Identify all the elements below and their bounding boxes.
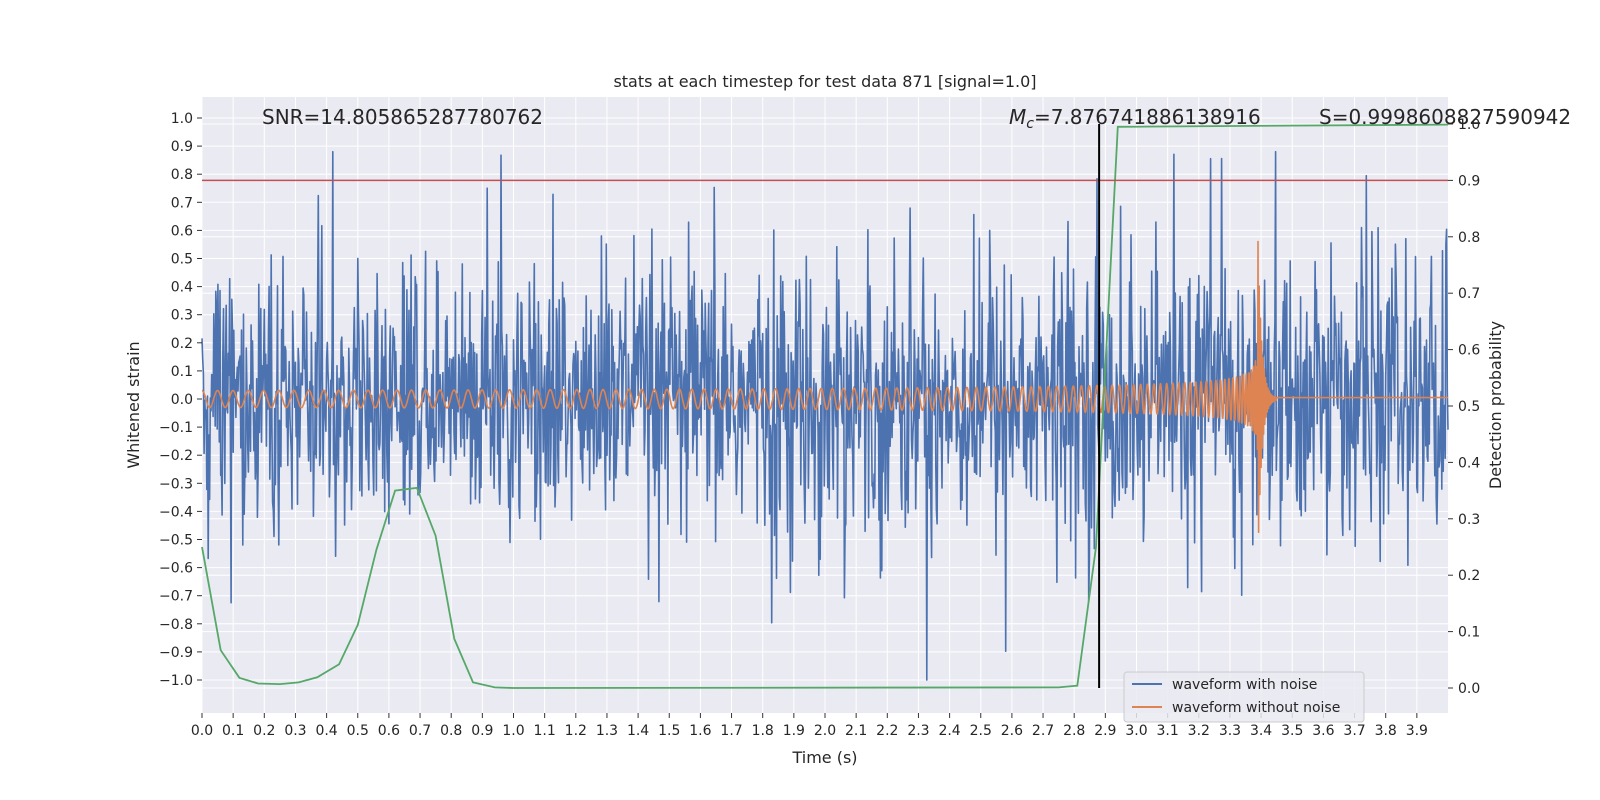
plot-layer [201, 123, 1449, 689]
x-tick-label: 1.5 [658, 723, 680, 739]
series-line-clean [201, 240, 1449, 533]
x-tick-label: 1.1 [534, 723, 556, 739]
x-tick-label: 1.2 [565, 723, 587, 739]
y-tick-label: −0.1 [159, 420, 193, 436]
x-tick-label: 2.7 [1032, 723, 1054, 739]
x-tick-label: 1.7 [720, 723, 742, 739]
y2-tick-label: 0.0 [1458, 681, 1480, 697]
y-tick-label: 0.0 [171, 392, 193, 408]
y-tick-label: −1.0 [159, 673, 193, 689]
x-tick-label: 2.0 [814, 723, 836, 739]
x-tick-label: 0.7 [409, 723, 431, 739]
y2-tick-label: 0.9 [1458, 173, 1480, 189]
y2-tick-label: 0.7 [1458, 286, 1480, 302]
y2-axis-label: Detection probability [1486, 321, 1505, 489]
y-tick-label: −0.7 [159, 589, 193, 605]
snr-annotation: SNR=14.805865287780762 [262, 105, 543, 129]
series-line-noise [201, 150, 1449, 681]
y-tick-label: 1.0 [171, 111, 193, 127]
y2-tick-label: 0.2 [1458, 568, 1480, 584]
y-tick-label: 0.9 [171, 139, 193, 155]
x-tick-label: 3.1 [1157, 723, 1179, 739]
y-tick-label: 0.4 [171, 280, 193, 296]
y2-tick-label: 0.3 [1458, 512, 1480, 528]
x-tick-label: 3.6 [1312, 723, 1334, 739]
y-tick-label: 0.7 [171, 195, 193, 211]
x-tick-label: 2.6 [1001, 723, 1023, 739]
x-tick-label: 3.7 [1343, 723, 1365, 739]
y2-ticks: 1.0 0.9 0.8 0.7 0.6 0.5 0.4 0.3 0.2 0.1 0.0 [1448, 117, 1480, 697]
legend-box [1123, 671, 1365, 723]
y-tick-label: 0.2 [171, 336, 193, 352]
x-tick-label: 1.6 [689, 723, 711, 739]
y-tick-label: −0.6 [159, 561, 193, 577]
x-tick-label: 0.9 [471, 723, 493, 739]
chart-title: stats at each timestep for test data 871… [613, 72, 1036, 91]
x-tick-label: 0.2 [253, 723, 275, 739]
y2-tick-label: 0.4 [1458, 455, 1480, 471]
y-tick-label: 0.1 [171, 364, 193, 380]
y2-tick-label: 0.8 [1458, 230, 1480, 246]
x-tick-label: 0.0 [191, 723, 213, 739]
x-tick-label: 1.4 [627, 723, 649, 739]
y-tick-label: −0.4 [159, 504, 193, 520]
x-tick-label: 2.4 [938, 723, 960, 739]
x-tick-label: 2.5 [970, 723, 992, 739]
y-tick-label: 0.5 [171, 252, 193, 268]
legend: waveform with noise waveform without noi… [1123, 671, 1365, 723]
x-tick-label: 0.5 [347, 723, 369, 739]
y2-tick-label: 0.1 [1458, 625, 1480, 641]
legend-label-noise: waveform with noise [1172, 677, 1317, 693]
x-tick-label: 0.1 [222, 723, 244, 739]
x-tick-label: 3.4 [1250, 723, 1272, 739]
x-tick-label: 3.2 [1188, 723, 1210, 739]
chirp-mass-annotation: Mc=7.876741886138916 [1009, 105, 1261, 132]
series-line-probability [201, 123, 1449, 689]
x-tick-label: 2.8 [1063, 723, 1085, 739]
x-tick-label: 1.0 [502, 723, 524, 739]
x-tick-label: 3.5 [1281, 723, 1303, 739]
x-tick-label: 0.4 [315, 723, 337, 739]
x-ticks: 0.0 0.1 0.2 0.3 0.4 0.5 0.6 0.7 0.8 0.9 1.0 1.1 1.2 1… [191, 713, 1428, 739]
x-tick-label: 1.3 [596, 723, 618, 739]
x-tick-label: 1.9 [783, 723, 805, 739]
y-tick-label: −0.8 [159, 617, 193, 633]
x-tick-label: 2.1 [845, 723, 867, 739]
x-tick-label: 2.3 [907, 723, 929, 739]
x-tick-label: 2.2 [876, 723, 898, 739]
y-tick-label: −0.3 [159, 476, 193, 492]
y-tick-label: −0.2 [159, 448, 193, 464]
x-tick-label: 3.8 [1375, 723, 1397, 739]
x-axis-label: Time (s) [791, 748, 857, 767]
score-annotation: S=0.9998608827590942 [1319, 105, 1571, 129]
x-tick-label: 0.8 [440, 723, 462, 739]
legend-label-clean: waveform without noise [1172, 700, 1340, 716]
x-tick-label: 3.3 [1219, 723, 1241, 739]
x-tick-label: 1.8 [752, 723, 774, 739]
y-ticks: 1.0 0.9 0.8 0.7 0.6 0.5 0.4 0.3 0.2 0.1 0.0 −0.1 −0.… [159, 111, 202, 689]
y-tick-label: 0.3 [171, 308, 193, 324]
y-tick-label: −0.9 [159, 645, 193, 661]
y-tick-label: 0.8 [171, 167, 193, 183]
x-tick-label: 0.3 [284, 723, 306, 739]
y2-tick-label: 1.0 [1458, 117, 1480, 133]
y2-tick-label: 0.5 [1458, 399, 1480, 415]
y-tick-label: 0.6 [171, 223, 193, 239]
y-axis-label: Whitened strain [124, 341, 143, 468]
y2-tick-label: 0.6 [1458, 343, 1480, 359]
y-tick-label: −0.5 [159, 533, 193, 549]
x-tick-label: 2.9 [1094, 723, 1116, 739]
x-tick-label: 3.9 [1406, 723, 1428, 739]
x-tick-label: 3.0 [1125, 723, 1147, 739]
x-tick-label: 0.6 [378, 723, 400, 739]
